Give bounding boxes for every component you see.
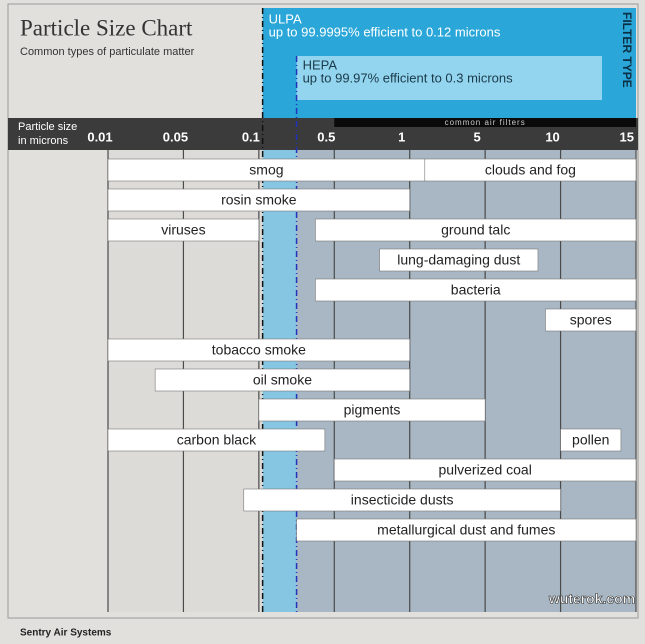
bar-label: oil smoke [253,372,312,388]
x-tick-label: 0.01 [87,129,112,144]
common-filters-label: common air filters [445,118,526,127]
x-tick-label: 0.1 [242,129,260,144]
bar-label: pulverized coal [438,462,531,478]
x-tick-label: 15 [620,129,634,144]
axis-label: Particle size [18,121,77,133]
filter-description: up to 99.97% efficient to 0.3 microns [303,70,514,85]
x-tick-label: 0.05 [163,129,188,144]
watermark: wuterok.com [548,591,635,607]
bar-label: pollen [572,432,609,448]
bar [424,158,637,182]
bar [379,248,539,272]
bar-label: rosin smoke [221,192,297,208]
bar-label: carbon black [177,432,257,448]
filter-description: up to 99.9995% efficient to 0.12 microns [269,24,501,39]
bar [258,398,486,422]
hepa-box [296,56,602,100]
x-tick-label: 5 [474,129,481,144]
bar-label: spores [570,312,612,328]
x-tick-label: 1 [398,129,405,144]
bar [545,308,637,332]
bar [107,218,260,242]
bar [154,368,411,392]
bar-label: viruses [161,222,205,238]
bar [243,488,561,512]
chart-subtitle: Common types of particulate matter [20,46,195,58]
bar [296,518,637,542]
filter-name: HEPA [303,57,338,72]
bar [333,458,637,482]
x-tick-label: 10 [545,129,559,144]
chart-title: Particle Size Chart [20,15,193,40]
bar [315,218,637,242]
x-tick-label: 0.5 [317,129,335,144]
filter-type-label: FILTER TYPE [620,12,634,88]
axis-label: in microns [18,135,69,147]
bar-label: pigments [344,402,401,418]
filter-name: ULPA [269,11,302,26]
bar-label: lung-damaging dust [397,252,520,268]
bar [107,188,411,212]
common-filters [334,118,636,127]
bar-label: bacteria [451,282,501,298]
bar-label: tobacco smoke [212,342,306,358]
bar-label: clouds and fog [485,162,576,178]
footer: Sentry Air Systems [20,628,112,639]
frame [7,3,639,619]
bar [560,428,622,452]
bar [107,428,326,452]
bar-label: metallurgical dust and fumes [377,522,555,538]
bar-label: ground talc [441,222,510,238]
bar-label: insecticide dusts [351,492,454,508]
bar [107,338,411,362]
bar-label: smog [249,162,283,178]
bar [315,278,637,302]
